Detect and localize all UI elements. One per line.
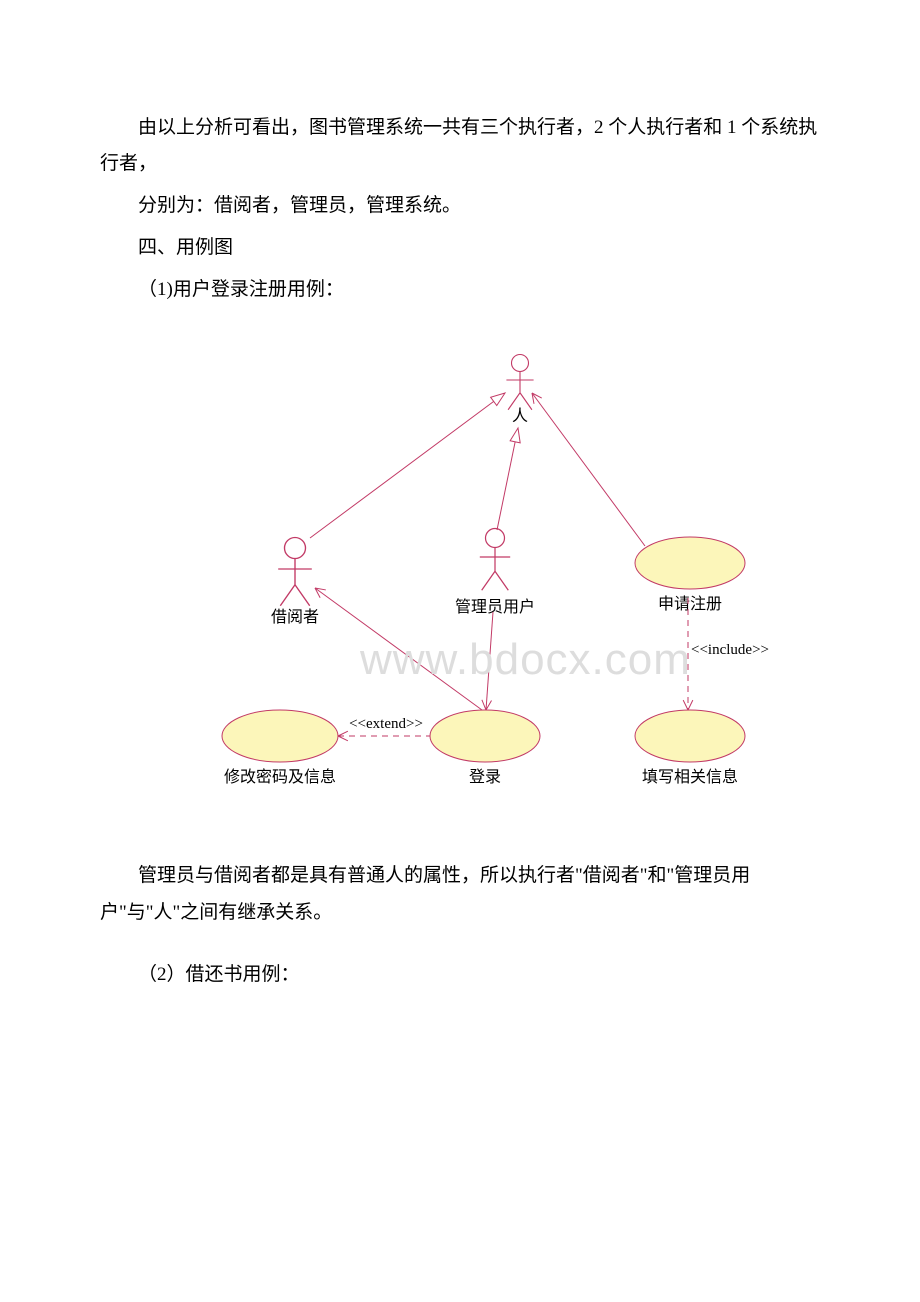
- svg-text:<<include>>: <<include>>: [691, 642, 769, 658]
- paragraph-1: 由以上分析可看出，图书管理系统一共有三个执行者，2 个人执行者和 1 个系统执行…: [100, 110, 820, 182]
- svg-text:<<extend>>: <<extend>>: [349, 716, 423, 732]
- svg-text:登录: 登录: [469, 768, 501, 786]
- svg-text:管理员用户: 管理员用户: [455, 598, 535, 616]
- paragraph-5: 管理员与借阅者都是具有普通人的属性，所以执行者"借阅者"和"管理员用户"与"人"…: [100, 858, 820, 930]
- subheading-1: （1)用户登录注册用例：: [100, 272, 820, 308]
- usecase-diagram-container: www.bdocx.com 人借阅者管理员用户申请注册修改密码及信息登录填写相关…: [140, 328, 780, 828]
- svg-text:修改密码及信息: 修改密码及信息: [224, 768, 336, 786]
- heading-4: 四、用例图: [100, 230, 820, 266]
- paragraph-2: 分别为：借阅者，管理员，管理系统。: [100, 188, 820, 224]
- svg-text:人: 人: [512, 407, 528, 425]
- usecase-diagram-svg: 人借阅者 管理员用户 申请注册修改密码及信息 登录 填写相关信息 <<extend>> <<…: [140, 328, 780, 828]
- svg-text:填写相关信息: 填写相关信息: [642, 768, 738, 786]
- subheading-2: （2）借还书用例：: [100, 957, 820, 993]
- svg-text:借阅者: 借阅者: [271, 608, 319, 626]
- svg-text:申请注册: 申请注册: [658, 595, 722, 613]
- spacer: [100, 937, 820, 957]
